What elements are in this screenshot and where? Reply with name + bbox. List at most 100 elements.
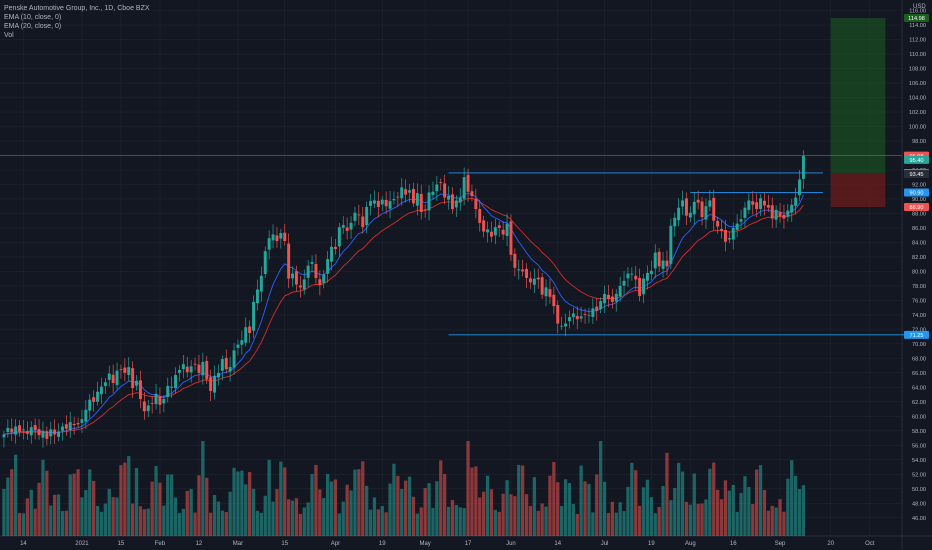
y-tick-label: 66.00 (912, 371, 926, 377)
volume-bar (583, 481, 587, 536)
volume-bars (2, 441, 806, 536)
candle-body (743, 207, 747, 218)
candle (209, 369, 213, 402)
candle (571, 307, 575, 325)
candle (259, 266, 263, 302)
candle-body (6, 427, 10, 432)
candle-body (435, 184, 439, 192)
y-tick-label: 64.00 (912, 385, 926, 391)
x-tick-label: Jun (506, 541, 516, 547)
y-tick-label: 54.00 (912, 458, 926, 464)
candle (68, 412, 72, 438)
candle (404, 179, 408, 203)
volume-bar (560, 506, 564, 536)
volume-bar (622, 511, 626, 536)
candle-body (583, 314, 587, 315)
candle-body (727, 238, 731, 240)
candle (474, 188, 478, 219)
candle (103, 377, 107, 394)
volume-bar (68, 474, 72, 536)
candle-body (458, 197, 462, 203)
candle-body (392, 198, 396, 201)
volume-bar (17, 512, 22, 536)
volume-bar (259, 512, 263, 536)
candle (731, 222, 735, 250)
candle (287, 233, 291, 289)
candle (333, 238, 337, 255)
candle (88, 393, 92, 418)
volume-bar (704, 499, 708, 536)
volume-bar (263, 495, 267, 536)
candle-body (271, 234, 275, 241)
candle (579, 306, 583, 323)
candle (599, 297, 603, 314)
candle (696, 190, 700, 210)
candle-body (400, 187, 404, 199)
volume-bar (357, 469, 361, 536)
candle-body (751, 201, 755, 205)
time-axis[interactable]: 14 2021 15 Feb 12 Mar 15 Apr 19 May 17 Jun 14 Jul 19 Au… (20, 541, 875, 547)
candle-body (544, 287, 548, 297)
candle-body (778, 211, 782, 217)
candle (99, 377, 103, 404)
volume-bar (158, 482, 162, 536)
x-tick-label: May (419, 541, 430, 547)
volume-bar (657, 507, 661, 536)
candle-body (177, 369, 181, 373)
candle-body (571, 313, 575, 318)
volume-bar (567, 483, 572, 536)
candle (486, 221, 490, 243)
candle-body (723, 230, 727, 242)
volume-bar (310, 474, 314, 536)
candle (645, 265, 649, 290)
legend-vol[interactable]: Vol (4, 32, 14, 39)
volume-bar (758, 465, 763, 536)
candle (606, 284, 610, 308)
candle (692, 191, 696, 225)
candle-body (158, 396, 162, 405)
candle-body (80, 419, 84, 423)
volume-bar (470, 467, 474, 536)
legend-ema20[interactable]: EMA (20, close, 0) (4, 23, 62, 30)
candle (673, 212, 677, 237)
volume-bar (649, 497, 653, 536)
x-tick-label: Sep (775, 541, 786, 547)
volume-bar (579, 465, 583, 536)
x-tick-label: Aug (685, 541, 696, 547)
candle (53, 419, 57, 444)
x-tick-label: 19 (648, 541, 655, 547)
candle-body (712, 197, 716, 221)
candle (505, 213, 509, 247)
legend-symbol[interactable]: Penske Automotive Group, Inc., 1D, Cboe … (4, 5, 150, 12)
volume-bar (770, 505, 774, 536)
candle-body (700, 201, 704, 218)
candle-body (735, 223, 739, 230)
legend-ema10[interactable]: EMA (10, close, 0) (4, 14, 62, 21)
candle-body (528, 278, 532, 283)
volume-bar (735, 511, 739, 536)
volume-bar (14, 454, 18, 536)
candle-body (92, 397, 96, 402)
price-axis[interactable]: 116.00 114.00 112.00 110.00 108.00 106.00 104.… (909, 9, 926, 522)
candle (318, 270, 322, 296)
volume-bar (427, 483, 431, 536)
candle-body (267, 238, 271, 250)
candle (189, 359, 193, 383)
volume-bar (115, 497, 119, 536)
volume-bar (209, 512, 213, 536)
candle-body (404, 189, 408, 195)
volume-bar (801, 485, 806, 536)
price-label: 114.98 (908, 16, 925, 22)
volume-bar (404, 480, 408, 536)
candle-body (25, 431, 29, 434)
volume-bar (680, 471, 685, 536)
price-label: 71.25 (910, 333, 924, 339)
candle (181, 355, 185, 379)
candle (76, 417, 80, 429)
volume-bar (439, 460, 443, 536)
volume-bar (216, 501, 221, 536)
candle (216, 364, 220, 386)
candle-body (49, 429, 53, 437)
candle-body (294, 271, 298, 285)
